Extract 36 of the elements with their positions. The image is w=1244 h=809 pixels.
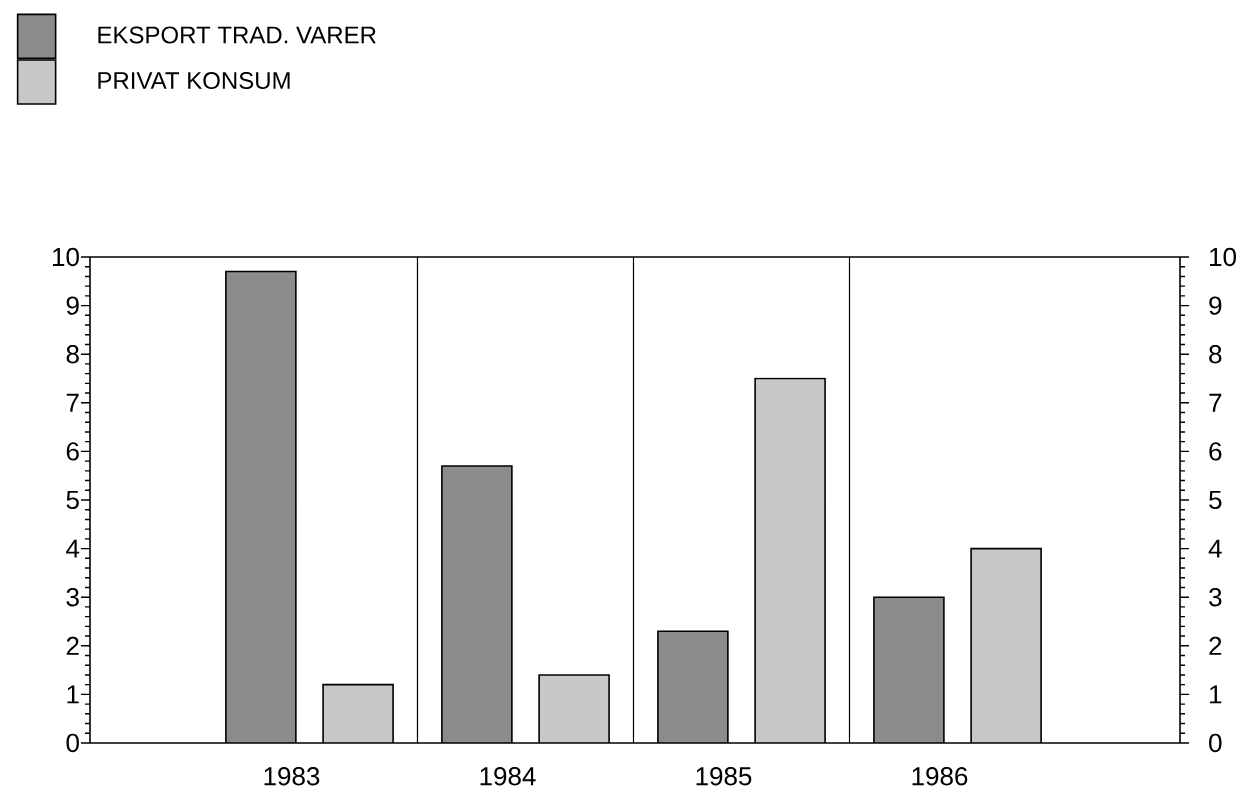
bar — [539, 674, 610, 743]
y-tick-label: 4 — [1208, 539, 1222, 558]
bar — [225, 271, 296, 743]
y-tick-label: 6 — [1209, 442, 1222, 461]
bar — [755, 378, 826, 743]
y-tick-label: 10 — [1210, 247, 1236, 267]
bar — [441, 465, 512, 743]
y-tick-label: 7 — [1209, 393, 1222, 412]
y2-tick-label: 9 — [66, 296, 79, 315]
y2-tick-label: 2 — [66, 636, 79, 655]
y2-tick-label: 7 — [66, 393, 79, 412]
y2-tick-label: 0 — [66, 733, 79, 753]
y-tick-label: 9 — [1209, 296, 1222, 315]
legend-label: PRIVAT KONSUM — [98, 72, 290, 90]
y-tick-label: 1 — [1210, 685, 1222, 704]
bar — [323, 684, 394, 743]
y2-tick-label: 10 — [53, 247, 79, 267]
y2-tick-label: 5 — [66, 490, 79, 510]
y2-tick-label: 8 — [66, 344, 79, 364]
y-tick-label: 2 — [1209, 636, 1222, 655]
y2-tick-label: 4 — [66, 539, 80, 558]
legend-label: EKSPORT TRAD. VARER — [98, 26, 376, 44]
y2-tick-label: 1 — [67, 685, 79, 704]
bar — [657, 631, 728, 743]
y-tick-label: 3 — [1209, 587, 1222, 607]
bar — [970, 547, 1042, 743]
y-tick-label: 5 — [1209, 490, 1222, 510]
y2-tick-label: 3 — [66, 587, 79, 607]
y-tick-label: 0 — [1209, 733, 1222, 753]
x-tick-label: 1983 — [264, 767, 320, 786]
x-tick-label: 1985 — [696, 767, 752, 786]
y-tick-label: 8 — [1209, 344, 1222, 364]
x-tick-label: 1984 — [480, 767, 536, 786]
bar — [873, 596, 945, 743]
x-tick-label: 1986 — [912, 767, 968, 786]
y2-tick-label: 6 — [66, 442, 79, 461]
